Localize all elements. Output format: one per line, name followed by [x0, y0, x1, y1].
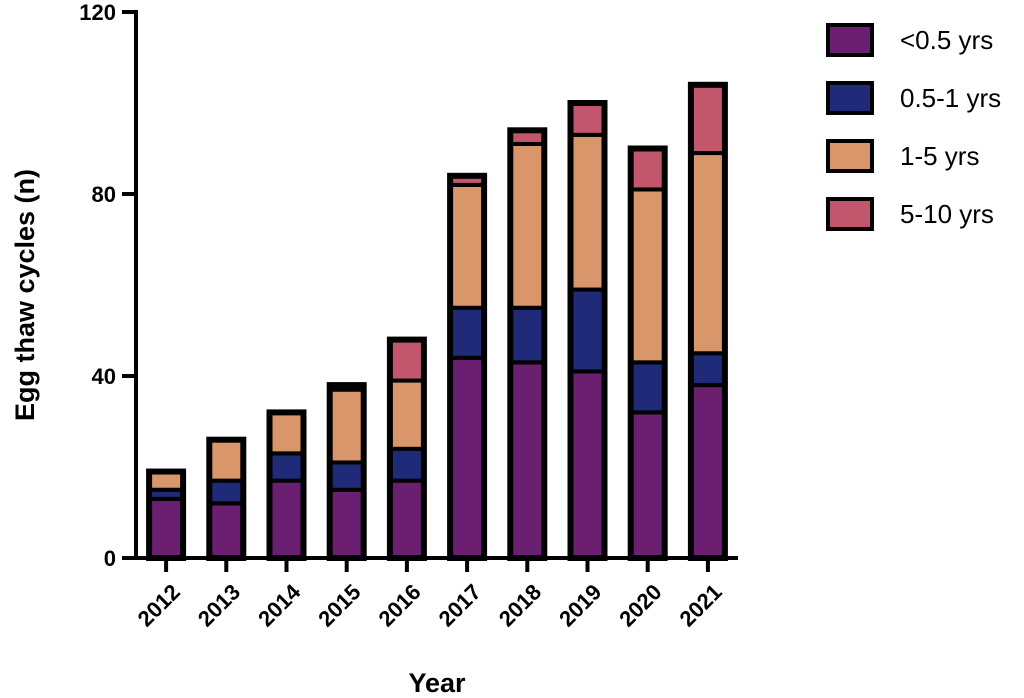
bar-segment-2020-series-3 [628, 146, 667, 192]
bar-stack-2020 [627, 145, 668, 561]
bar-segment-2014-series-1 [267, 451, 306, 483]
bar-segment-2014-series-2 [267, 410, 306, 456]
bar-segment-2016-series-0 [387, 478, 426, 560]
bar-segment-2017-series-0 [448, 355, 487, 560]
bar-segment-2013-series-2 [207, 437, 246, 483]
bar-segment-2013-series-0 [207, 501, 246, 560]
bar-segment-2019-series-2 [568, 132, 607, 292]
bar-stack-2018 [507, 127, 548, 562]
bar-segment-2018-series-2 [508, 141, 547, 310]
x-axis-ticks: 2012 2013 2014 2015 2016 2017 2018 2019 2020 2021 [133, 558, 727, 631]
bar-segment-2021-series-0 [688, 383, 727, 560]
bar-segment-2015-series-1 [327, 460, 366, 492]
bar-segment-2020-series-0 [628, 410, 667, 560]
bar-segment-2014-series-0 [267, 478, 306, 560]
bar-segment-2012-series-0 [147, 496, 186, 561]
bar-stack-2014 [266, 409, 307, 561]
bar-segment-2016-series-1 [387, 446, 426, 483]
legend-label: <0.5 yrs [900, 25, 993, 55]
bar-segment-2020-series-2 [628, 187, 667, 365]
y-axis-title: Egg thaw cycles (n) [10, 169, 40, 421]
x-tick-label: 2015 [313, 579, 365, 631]
bar-segment-2016-series-3 [387, 337, 426, 383]
x-axis-title: Year [408, 668, 466, 698]
x-tick-label: 2013 [193, 579, 245, 631]
y-tick-label: 40 [92, 364, 116, 389]
bar-segment-2017-series-2 [448, 182, 487, 310]
bar-segment-2021-series-2 [688, 151, 727, 356]
bar-stack-2019 [567, 100, 608, 561]
legend-swatch [826, 81, 874, 115]
bar-segment-2021-series-1 [688, 351, 727, 388]
y-tick-label: 80 [92, 182, 116, 207]
legend-swatch [826, 197, 874, 231]
bar-segment-2019-series-3 [568, 101, 607, 137]
bar-segment-2015-series-2 [327, 387, 366, 465]
bar-stack-2012 [146, 468, 187, 561]
legend-item-2: 1-5 yrs [826, 139, 979, 173]
y-axis-ticks: 0 40 80 120 [79, 0, 136, 571]
legend-item-0: <0.5 yrs [826, 23, 993, 57]
bar-stack-2015 [326, 382, 367, 561]
bar-segment-2020-series-1 [628, 360, 667, 415]
x-tick-label: 2020 [614, 579, 666, 631]
bar-segment-2018-series-1 [508, 305, 547, 365]
bar-segment-2018-series-0 [508, 360, 547, 560]
bar-segment-2019-series-0 [568, 369, 607, 561]
legend-swatch [826, 23, 874, 57]
bar-stack-2016 [386, 336, 427, 561]
x-tick-label: 2016 [373, 579, 425, 631]
legend-item-1: 0.5-1 yrs [826, 81, 1001, 115]
y-tick-label: 120 [79, 0, 116, 25]
bar-segment-2016-series-2 [387, 378, 426, 451]
x-tick-label: 2021 [674, 579, 726, 631]
x-tick-label: 2012 [133, 579, 185, 631]
bar-segment-2015-series-0 [327, 487, 366, 560]
bar-stack-2021 [687, 81, 728, 562]
bar-segment-2013-series-1 [207, 478, 246, 506]
legend-label: 1-5 yrs [900, 141, 979, 171]
bar-stack-2017 [447, 172, 488, 562]
bar-stack-2013 [206, 436, 247, 562]
x-tick-label: 2014 [253, 579, 306, 632]
bars-group [146, 81, 728, 562]
bar-segment-2019-series-1 [568, 287, 607, 374]
legend-item-3: 5-10 yrs [826, 197, 994, 231]
legend-label: 0.5-1 yrs [900, 83, 1001, 113]
bar-segment-2017-series-1 [448, 305, 487, 360]
legend: <0.5 yrs 0.5-1 yrs 1-5 yrs 5-10 yrs [826, 23, 1001, 231]
bar-segment-2021-series-3 [688, 82, 727, 156]
legend-label: 5-10 yrs [900, 199, 994, 229]
legend-swatch [826, 139, 874, 173]
x-tick-label: 2018 [494, 579, 546, 631]
x-tick-label: 2017 [434, 579, 486, 631]
y-tick-label: 0 [104, 546, 116, 571]
x-tick-label: 2019 [554, 579, 606, 631]
